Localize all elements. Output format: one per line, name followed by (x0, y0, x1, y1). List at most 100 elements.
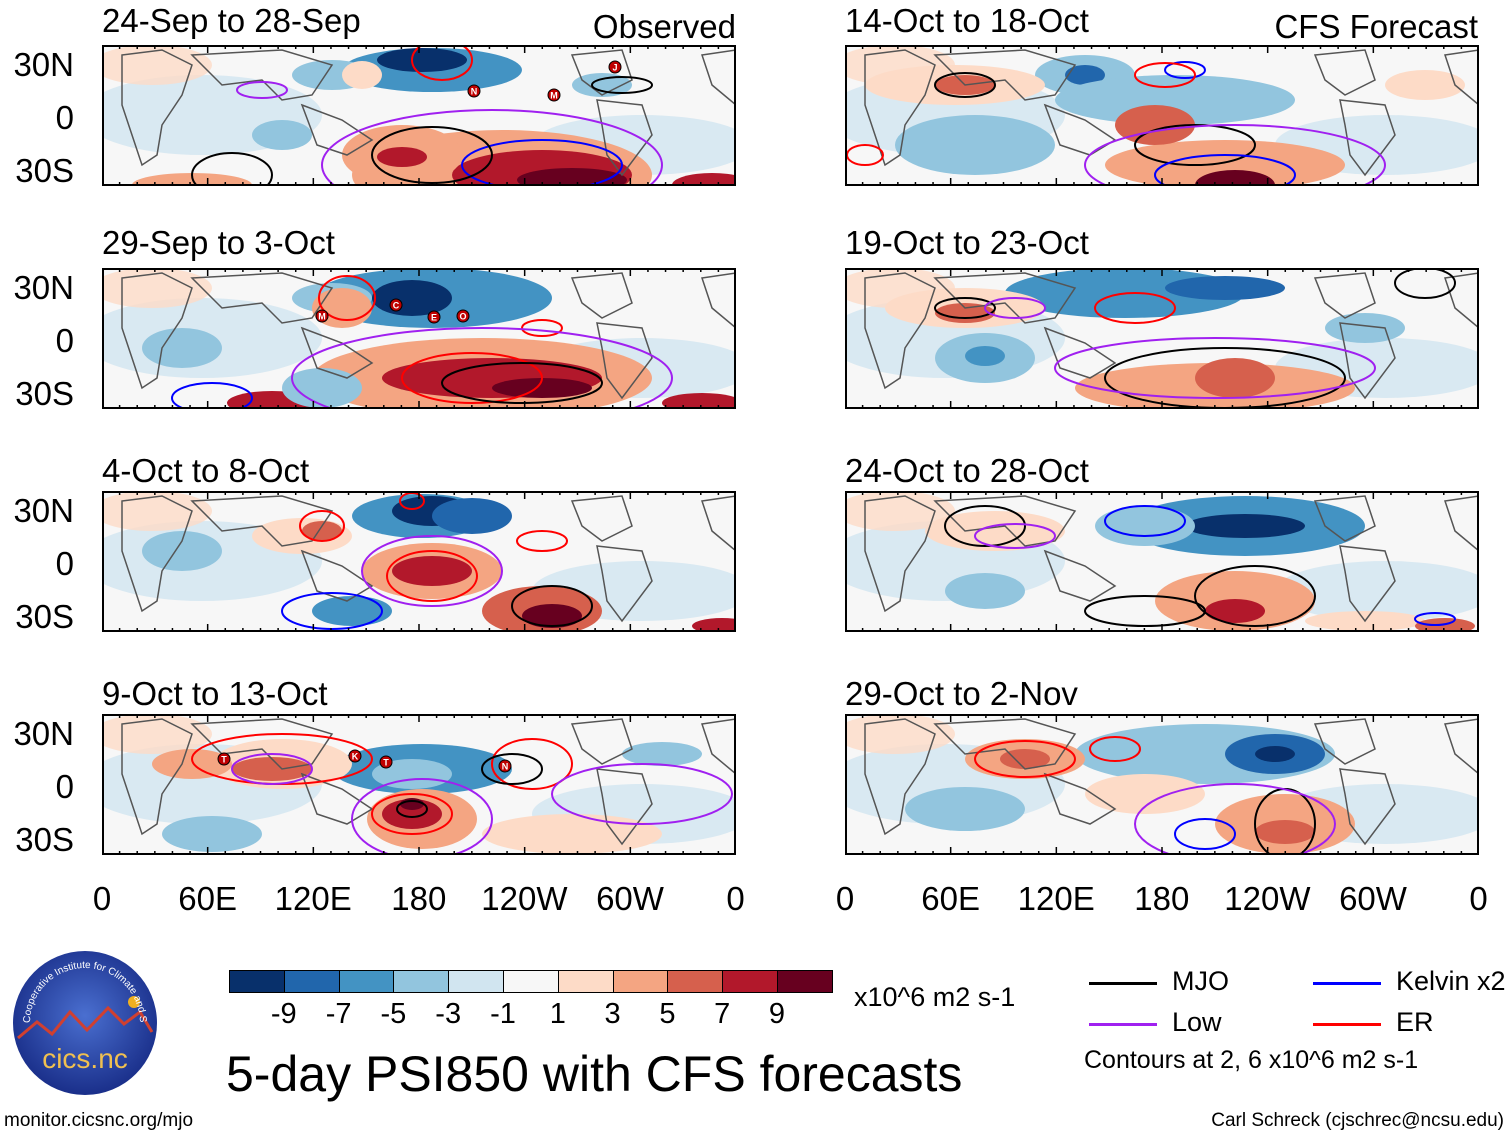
panel-title: 19-Oct to 23-Oct (845, 224, 1089, 261)
coastline (864, 495, 1479, 623)
psi-field (312, 596, 392, 626)
psi-field (965, 346, 1005, 366)
contour-line (1054, 337, 1376, 399)
panel-title: 9-Oct to 13-Oct (102, 675, 328, 712)
psi-field (1195, 358, 1275, 398)
colorbar-swatch (283, 970, 340, 993)
storm-label: N (471, 87, 478, 97)
figure-title: 5-day PSI850 with CFS forecasts (226, 1046, 963, 1102)
contour-line (291, 327, 673, 409)
storm-label: E (431, 313, 437, 323)
map-panel (845, 268, 1479, 409)
psi-field (1275, 561, 1479, 621)
colorbar-swatch (448, 970, 505, 993)
legend-label: Kelvin x2 (1396, 966, 1506, 996)
storm-label: M (550, 91, 558, 101)
contour-note: Contours at 2, 6 x10^6 m2 s-1 (1084, 1046, 1419, 1074)
psi-field (1055, 75, 1295, 125)
psi-field (102, 45, 212, 85)
psi-field (142, 328, 222, 368)
y-tick-label: 0 (55, 768, 74, 805)
coastline (121, 49, 736, 177)
storm-label: C (393, 301, 400, 311)
storm-marker: N (467, 84, 481, 98)
contour-line (974, 523, 1056, 549)
x-tick-label: 120W (481, 880, 568, 917)
psi-field (672, 173, 736, 186)
colorbar-swatch (667, 970, 724, 993)
contour-line (551, 763, 733, 825)
contour-line (1154, 154, 1296, 186)
map-panel (845, 45, 1479, 186)
colorbar-label: 3 (604, 998, 621, 1030)
panel-title: 24-Sep to 28-Sep (102, 2, 361, 39)
storm-label: K (352, 752, 359, 762)
x-tick-label: 180 (391, 880, 447, 917)
colorbar-label: 9 (768, 998, 786, 1030)
psi-field (282, 368, 362, 408)
psi-field (1385, 70, 1465, 100)
y-tick-label: 30S (15, 152, 74, 189)
contour-line (984, 297, 1046, 319)
psi-field (572, 73, 632, 97)
contour-line (591, 76, 653, 94)
storm-label: M (318, 312, 326, 322)
contour-line (1089, 736, 1141, 762)
psi-field (372, 759, 452, 789)
colorbar-label: -1 (490, 998, 516, 1030)
psi-field (432, 498, 512, 534)
coastline (121, 272, 736, 400)
units-label: x10^6 m2 s-1 (854, 982, 1016, 1012)
contour-line (191, 152, 273, 186)
colorbar-swatch (229, 970, 285, 993)
psi-field (1000, 749, 1050, 769)
x-tick-label: 60E (921, 880, 980, 917)
storm-marker: M (315, 309, 329, 323)
colorbar-label: -7 (325, 998, 352, 1030)
y-tick-label: 0 (55, 322, 74, 359)
coastline (864, 272, 1479, 400)
colorbar-swatch (722, 970, 779, 993)
psi-field (1205, 599, 1265, 623)
map-panel: T K T N (102, 714, 736, 855)
contour-line (461, 139, 623, 186)
map-panel: M C E O (102, 268, 736, 409)
contour-line (1084, 124, 1386, 186)
psi-field (392, 556, 472, 586)
psi-field (622, 742, 702, 766)
contour-line (1134, 62, 1196, 88)
contour-line (299, 510, 345, 542)
contour-line (231, 753, 313, 785)
psi-field (1165, 276, 1285, 300)
contour-line (974, 740, 1076, 778)
colorbar-swatch (612, 970, 669, 993)
storm-marker: T (379, 755, 393, 769)
colorbar-label: -3 (435, 998, 462, 1030)
colorbar-swatch (338, 970, 395, 993)
legend-label: MJO (1172, 966, 1229, 996)
storm-marker: M (547, 88, 561, 102)
panel-title: 24-Oct to 28-Oct (845, 452, 1089, 489)
colorbar-label: -9 (270, 998, 297, 1030)
psi-field (377, 48, 467, 72)
y-tick-label: 30N (13, 46, 74, 83)
panel-title: 29-Oct to 2-Nov (845, 675, 1078, 712)
contour-line (171, 382, 253, 409)
storm-marker: N (498, 759, 512, 773)
psi-field (342, 61, 382, 89)
contour-line (511, 585, 593, 627)
psi-field (1085, 774, 1205, 814)
storm-marker: T (217, 752, 231, 766)
psi-field (252, 120, 312, 150)
storm-marker: K (348, 749, 362, 763)
source-url[interactable]: monitor.cicsnc.org/mjo (4, 1110, 194, 1131)
storm-marker: E (427, 310, 441, 324)
psi-field (102, 714, 212, 754)
y-tick-label: 0 (55, 99, 74, 136)
contour-line (441, 362, 603, 404)
psi-field (400, 798, 424, 810)
colorbar-label: 5 (659, 998, 676, 1030)
psi-field (895, 115, 1055, 175)
psi-field (102, 268, 212, 308)
legend-label: Low (1172, 1007, 1222, 1037)
